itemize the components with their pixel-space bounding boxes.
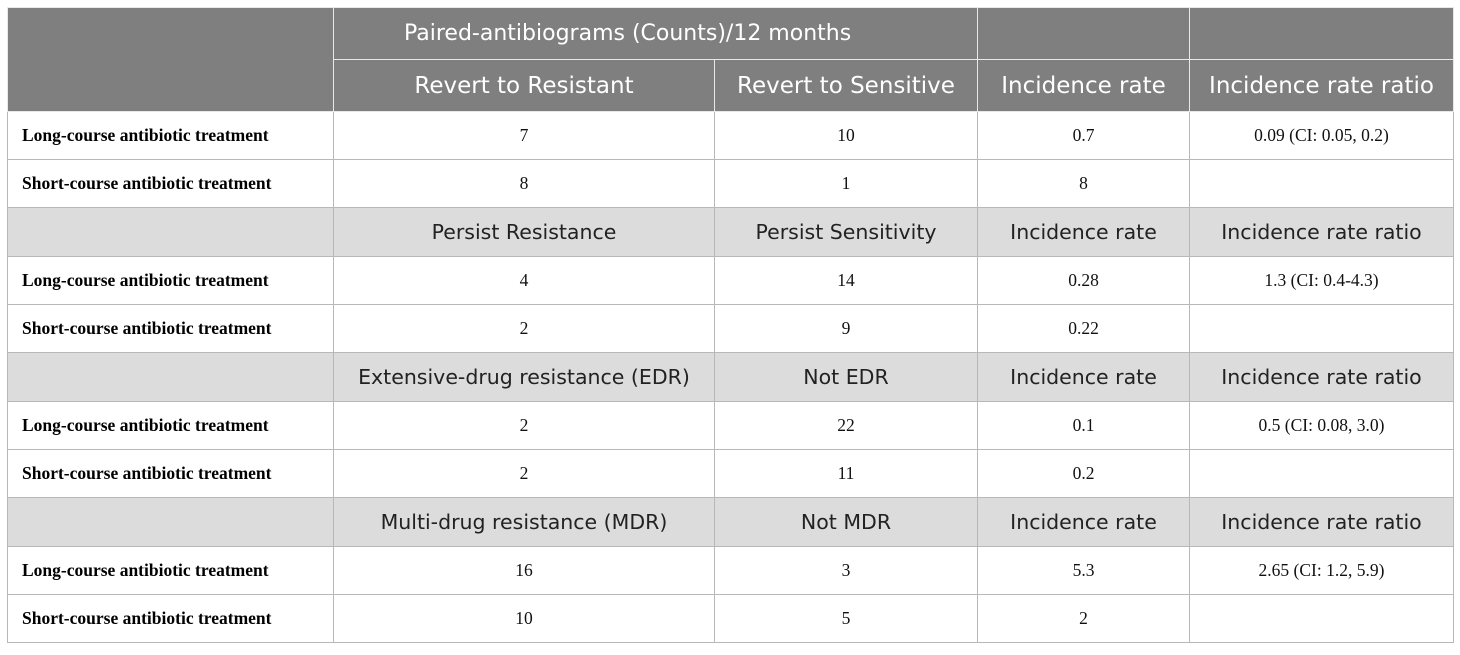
- table-row: Short-course antibiotic treatment 2 11 0…: [7, 449, 1454, 498]
- antibiogram-table: Paired-antibiograms (Counts)/12 months R…: [7, 7, 1454, 643]
- cell-value: [1189, 449, 1454, 498]
- table-row: Short-course antibiotic treatment 2 9 0.…: [7, 304, 1454, 353]
- section-header-row: Multi-drug resistance (MDR) Not MDR Inci…: [7, 497, 1454, 547]
- cell-value: 0.7: [977, 111, 1190, 160]
- row-label: Long-course antibiotic treatment: [7, 111, 334, 160]
- cell-value: 0.09 (CI: 0.05, 0.2): [1189, 111, 1454, 160]
- table-row: Short-course antibiotic treatment 10 5 2: [7, 594, 1454, 643]
- cell-value: 0.5 (CI: 0.08, 3.0): [1189, 401, 1454, 450]
- section-column-header: Not EDR: [714, 352, 978, 402]
- header-empty-cell: [977, 7, 1190, 60]
- cell-value: 4: [333, 256, 715, 305]
- table-title: Paired-antibiograms (Counts)/12 months: [333, 7, 978, 60]
- column-header: Revert to Resistant: [333, 59, 715, 112]
- cell-value: 11: [714, 449, 978, 498]
- section-header-corner: [7, 497, 334, 547]
- cell-value: 5: [714, 594, 978, 643]
- section-column-header: Persist Resistance: [333, 207, 715, 257]
- row-label: Short-course antibiotic treatment: [7, 159, 334, 208]
- section-column-header: Incidence rate ratio: [1189, 352, 1454, 402]
- section-column-header: Incidence rate ratio: [1189, 497, 1454, 547]
- cell-value: [1189, 594, 1454, 643]
- cell-value: 16: [333, 546, 715, 595]
- section-column-header: Extensive-drug resistance (EDR): [333, 352, 715, 402]
- table-row: Long-course antibiotic treatment 7 10 0.…: [7, 111, 1454, 160]
- cell-value: 0.1: [977, 401, 1190, 450]
- row-label: Long-course antibiotic treatment: [7, 546, 334, 595]
- section-column-header: Incidence rate: [977, 497, 1190, 547]
- cell-value: 10: [333, 594, 715, 643]
- column-header: Incidence rate: [977, 59, 1190, 112]
- cell-value: 10: [714, 111, 978, 160]
- section-column-header: Incidence rate: [977, 352, 1190, 402]
- row-label: Short-course antibiotic treatment: [7, 304, 334, 353]
- cell-value: 0.2: [977, 449, 1190, 498]
- cell-value: 14: [714, 256, 978, 305]
- section-column-header: Not MDR: [714, 497, 978, 547]
- cell-value: 9: [714, 304, 978, 353]
- section-header-corner: [7, 207, 334, 257]
- cell-value: 8: [977, 159, 1190, 208]
- cell-value: 2: [977, 594, 1190, 643]
- cell-value: 2: [333, 304, 715, 353]
- cell-value: 1.3 (CI: 0.4-4.3): [1189, 256, 1454, 305]
- column-header: Revert to Sensitive: [714, 59, 978, 112]
- cell-value: 0.22: [977, 304, 1190, 353]
- cell-value: [1189, 159, 1454, 208]
- cell-value: [1189, 304, 1454, 353]
- cell-value: 5.3: [977, 546, 1190, 595]
- row-label: Long-course antibiotic treatment: [7, 256, 334, 305]
- row-label: Short-course antibiotic treatment: [7, 449, 334, 498]
- cell-value: 2.65 (CI: 1.2, 5.9): [1189, 546, 1454, 595]
- section-header-corner: [7, 352, 334, 402]
- table-row: Long-course antibiotic treatment 2 22 0.…: [7, 401, 1454, 450]
- header-empty-cell: [1189, 7, 1454, 60]
- header-corner-cell: [7, 7, 334, 112]
- row-label: Short-course antibiotic treatment: [7, 594, 334, 643]
- cell-value: 1: [714, 159, 978, 208]
- row-label: Long-course antibiotic treatment: [7, 401, 334, 450]
- section-column-header: Incidence rate: [977, 207, 1190, 257]
- header-row-title: Paired-antibiograms (Counts)/12 months: [7, 7, 1454, 112]
- table-row: Short-course antibiotic treatment 8 1 8: [7, 159, 1454, 208]
- cell-value: 7: [333, 111, 715, 160]
- header-row-columns: Revert to Resistant Revert to Sensitive …: [8, 59, 1454, 112]
- column-header: Incidence rate ratio: [1189, 59, 1454, 112]
- section-header-row: Extensive-drug resistance (EDR) Not EDR …: [7, 352, 1454, 402]
- section-column-header: Multi-drug resistance (MDR): [333, 497, 715, 547]
- cell-value: 0.28: [977, 256, 1190, 305]
- cell-value: 3: [714, 546, 978, 595]
- cell-value: 22: [714, 401, 978, 450]
- table-row: Long-course antibiotic treatment 16 3 5.…: [7, 546, 1454, 595]
- table-row: Long-course antibiotic treatment 4 14 0.…: [7, 256, 1454, 305]
- cell-value: 8: [333, 159, 715, 208]
- section-column-header: Persist Sensitivity: [714, 207, 978, 257]
- cell-value: 2: [333, 449, 715, 498]
- section-header-row: Persist Resistance Persist Sensitivity I…: [7, 207, 1454, 257]
- cell-value: 2: [333, 401, 715, 450]
- section-column-header: Incidence rate ratio: [1189, 207, 1454, 257]
